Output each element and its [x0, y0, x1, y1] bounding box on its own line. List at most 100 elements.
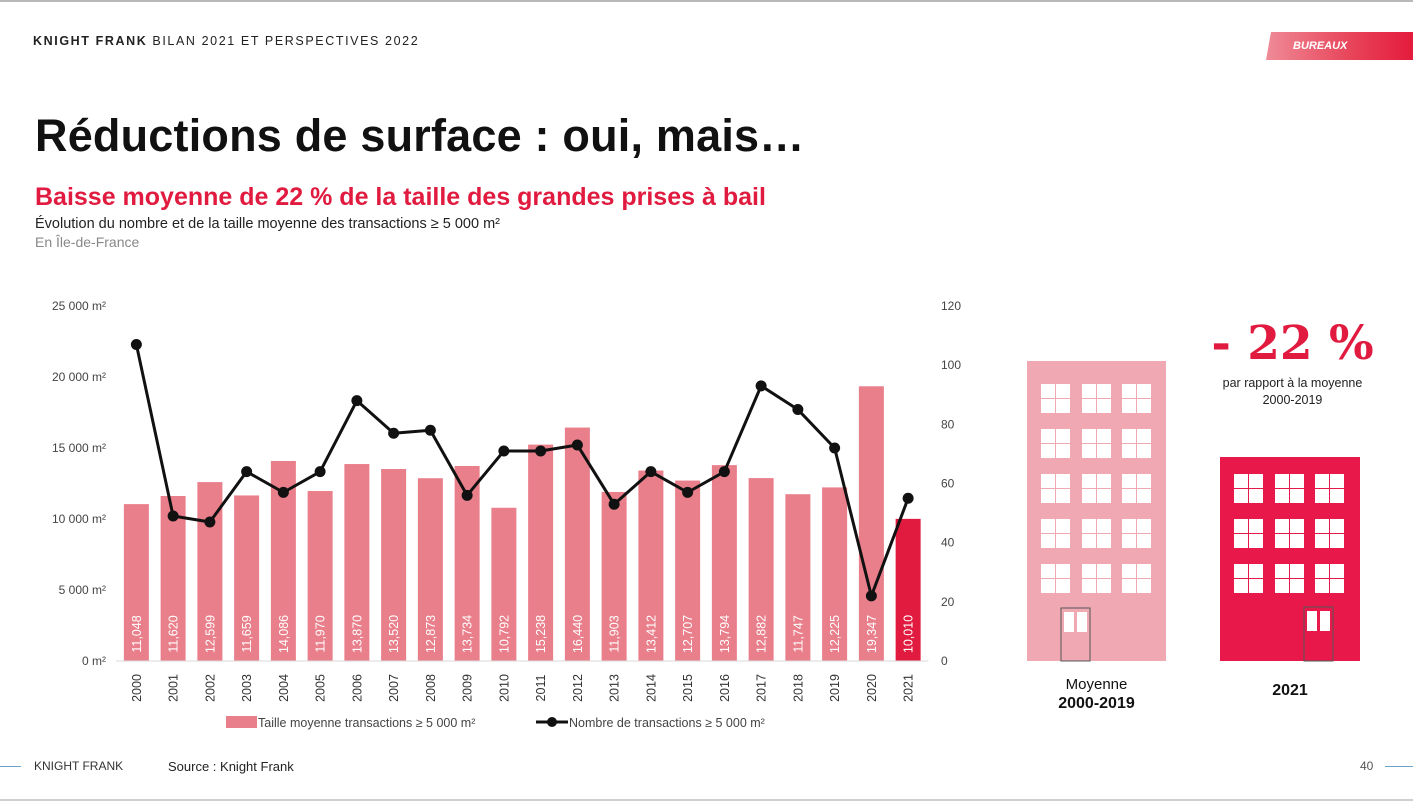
- x-tick-label: 2006: [350, 674, 364, 702]
- bar: [638, 470, 664, 661]
- bar: [160, 495, 186, 661]
- bar-value-label: 12,599: [203, 615, 217, 653]
- average-label: Moyenne: [1065, 676, 1128, 693]
- transactions-point: [829, 442, 841, 454]
- x-tick-label: 2005: [314, 674, 328, 702]
- door-pane: [1077, 612, 1087, 632]
- bar: [564, 427, 590, 661]
- transactions-point: [755, 380, 767, 392]
- bar: [858, 386, 884, 661]
- bar-value-label: 14,086: [277, 615, 291, 653]
- reduction-stat: - 22 % par rapport à la moyenne 2000-201…: [1200, 318, 1385, 409]
- bar: [785, 494, 811, 661]
- building-window: [1041, 429, 1070, 458]
- x-tick-label: 2015: [681, 674, 695, 702]
- legend-line-label: Nombre de transactions ≥ 5 000 m²: [569, 716, 765, 730]
- transactions-point: [351, 395, 363, 407]
- x-tick-label: 2003: [240, 674, 254, 702]
- y-right-tick-label: 40: [941, 536, 955, 550]
- bar-value-label: 13,520: [387, 615, 401, 653]
- x-tick-label: 2020: [865, 674, 879, 702]
- reduction-note: par rapport à la moyenne 2000-2019: [1200, 375, 1385, 409]
- x-tick-label: 2010: [497, 674, 511, 702]
- bar-value-label: 19,347: [865, 615, 879, 653]
- reduction-percent: - 22 %: [1211, 316, 1374, 371]
- chart-subtitle: Baisse moyenne de 22 % de la taille des …: [35, 183, 766, 211]
- y-left-tick-label: 25 000 m²: [52, 299, 106, 313]
- y-right-tick-label: 100: [941, 358, 961, 372]
- building-window: [1275, 519, 1304, 548]
- transactions-point: [241, 466, 253, 478]
- building-window: [1122, 564, 1151, 593]
- y-right-tick-label: 80: [941, 417, 955, 431]
- x-tick-label: 2002: [203, 674, 217, 702]
- bar-value-label: 13,794: [718, 615, 732, 653]
- page-number: 40: [1360, 759, 1374, 773]
- door-pane: [1307, 611, 1317, 631]
- bar-value-label: 11,903: [608, 615, 622, 652]
- y-left-tick-label: 20 000 m²: [52, 370, 106, 384]
- building-window: [1234, 564, 1263, 593]
- transactions-point: [902, 492, 914, 504]
- building-window: [1041, 564, 1070, 593]
- bar-value-label: 10,792: [497, 615, 511, 653]
- y-left-tick-label: 15 000 m²: [52, 441, 106, 455]
- transactions-point: [645, 466, 657, 478]
- x-tick-label: 2017: [755, 674, 769, 702]
- bar-value-label: 12,225: [828, 615, 842, 653]
- bar-value-label: 11,747: [791, 615, 805, 652]
- door-pane: [1320, 611, 1330, 631]
- transactions-point: [608, 498, 620, 510]
- average-building: [1027, 361, 1166, 661]
- chart-caption: Évolution du nombre et de la taille moye…: [35, 216, 500, 232]
- transactions-point: [498, 445, 510, 457]
- building-window: [1275, 564, 1304, 593]
- y-left-tick-label: 0 m²: [82, 654, 106, 668]
- report-header: KNIGHT FRANK BILAN 2021 ET PERSPECTIVES …: [33, 34, 419, 48]
- average-years: 2000-2019: [1058, 695, 1135, 712]
- transactions-point: [682, 486, 694, 498]
- average-building-label: Moyenne 2000-2019: [1027, 675, 1166, 713]
- footer-brand: KNIGHT FRANK: [34, 759, 124, 773]
- bottom-rule: [0, 799, 1413, 801]
- bar-value-label: 13,412: [644, 615, 658, 653]
- building-window: [1122, 519, 1151, 548]
- x-tick-label: 2004: [277, 674, 291, 702]
- legend-bar-swatch: [226, 716, 257, 728]
- transactions-point: [277, 486, 289, 498]
- header-report-title: BILAN 2021 ET PERSPECTIVES 2022: [152, 34, 420, 48]
- bar: [307, 491, 333, 661]
- building-door: [1303, 606, 1334, 662]
- x-tick-label: 2021: [902, 674, 916, 702]
- bar-value-label: 13,734: [461, 615, 475, 653]
- footer-rule-right: [1385, 766, 1413, 767]
- top-rule: [0, 0, 1413, 2]
- bar: [123, 504, 149, 661]
- transactions-point: [461, 489, 473, 501]
- building-window: [1234, 474, 1263, 503]
- building-window: [1234, 519, 1263, 548]
- transactions-point: [535, 445, 547, 457]
- bar: [381, 469, 407, 661]
- transactions-point: [571, 439, 583, 451]
- bar-value-label: 12,882: [755, 615, 769, 653]
- bar: [675, 480, 701, 661]
- bar: [417, 478, 443, 661]
- transactions-point: [130, 338, 142, 350]
- x-tick-label: 2000: [130, 674, 144, 702]
- x-tick-label: 2013: [608, 674, 622, 702]
- bar: [344, 464, 370, 661]
- building-window: [1315, 474, 1344, 503]
- chart-region: En Île-de-France: [35, 234, 140, 250]
- bar-value-label: 15,238: [534, 615, 548, 653]
- transactions-point: [204, 516, 216, 528]
- building-window: [1315, 564, 1344, 593]
- x-tick-label: 2016: [718, 674, 732, 702]
- current-building: [1220, 457, 1360, 661]
- building-window: [1122, 384, 1151, 413]
- transactions-point: [792, 404, 804, 416]
- section-badge: BUREAUX: [1266, 32, 1413, 60]
- x-tick-label: 2001: [167, 674, 181, 702]
- bar: [895, 518, 921, 661]
- y-right-tick-label: 120: [941, 299, 961, 313]
